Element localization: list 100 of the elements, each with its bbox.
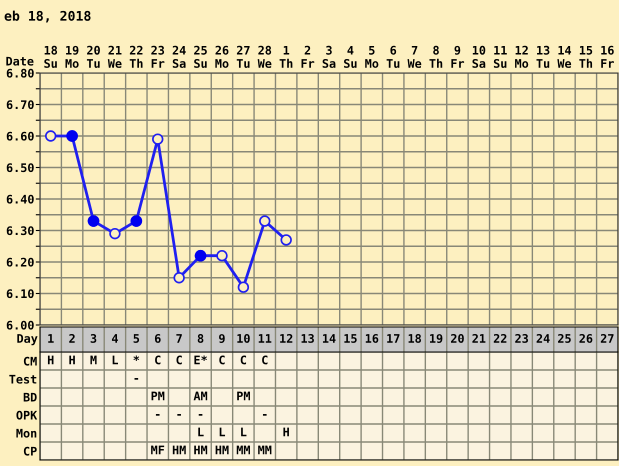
x-tick-label: 9: [219, 334, 225, 343]
text: C: [176, 355, 182, 364]
x-tick-label: 24: [536, 334, 550, 343]
x-tick-label: 20 Tu: [86, 46, 100, 68]
text: PM: [152, 392, 164, 400]
text: H: [283, 428, 289, 436]
x-tick-label: 11: [258, 334, 272, 343]
x-tick-label: 19: [430, 334, 442, 343]
text: L: [198, 428, 204, 436]
text: C: [155, 355, 160, 364]
text: L: [241, 428, 246, 436]
text: -: [198, 414, 202, 416]
x-tick-label: 12 Mo: [515, 46, 528, 68]
x-tick-label: 19 Mo: [66, 46, 79, 68]
x-tick-label: 1: [48, 334, 54, 343]
y-tick-label: BD: [24, 392, 37, 402]
x-tick-label: 1 Th: [280, 46, 292, 68]
x-tick-label: 27 Tu: [236, 46, 250, 68]
text: HM: [194, 446, 208, 454]
x-tick-label: 22: [494, 334, 506, 343]
x-tick-label: 7 We: [408, 46, 422, 68]
text: C: [240, 355, 246, 364]
x-tick-label: 23: [515, 334, 528, 343]
y-tick-label: Test: [9, 374, 36, 384]
chart-title: eb 18, 2018: [4, 10, 91, 22]
y-tick-label: CP: [24, 446, 37, 456]
x-tick-label: 6: [154, 334, 161, 343]
y-tick-label: 6.80: [6, 68, 34, 78]
x-tick-label: 3 Sa: [322, 46, 336, 68]
text: -: [262, 414, 267, 416]
text: H: [48, 356, 54, 364]
x-tick-label: 11 Su: [494, 46, 507, 68]
text: HM: [172, 446, 186, 454]
x-tick-label: 8 Th: [429, 46, 442, 68]
text: PM: [237, 392, 250, 400]
y-tick-label: CM: [24, 356, 37, 366]
text: MF: [151, 446, 164, 454]
x-tick-label: 25 Su: [194, 46, 207, 68]
y-tick-label: 6.50: [6, 163, 34, 172]
x-tick-label: 25: [558, 334, 571, 343]
text: H: [69, 356, 75, 364]
x-tick-label: 13: [302, 334, 314, 343]
y-tick-label: 6.40: [6, 194, 34, 204]
y-tick-label: 6.70: [6, 100, 34, 110]
x-tick-label: 28 We: [258, 46, 272, 68]
text: E*: [194, 355, 207, 364]
x-tick-label: 4 Su: [344, 46, 357, 68]
x-tick-label: 24 Sa: [172, 46, 186, 68]
x-tick-label: 18: [408, 334, 421, 343]
x-tick-label: 14: [322, 334, 336, 343]
text: M: [90, 356, 97, 364]
x-tick-label: 7: [176, 334, 182, 343]
x-tick-label: 16: [366, 334, 378, 343]
text: MM: [236, 446, 250, 454]
x-tick-label: 16 Fr: [601, 46, 614, 68]
text: C: [219, 355, 225, 364]
x-tick-label: 8: [198, 334, 204, 343]
x-tick-label: 22 Th: [130, 46, 143, 68]
y-tick-label: OPK: [16, 410, 38, 420]
x-axis-title: Date: [6, 56, 34, 66]
x-tick-label: 10: [237, 334, 250, 343]
x-tick-label: 12: [280, 334, 292, 343]
x-tick-label: 2 Fr: [302, 46, 314, 68]
text: -: [134, 378, 138, 380]
x-tick-label: 15: [344, 334, 357, 343]
x-tick-label: 10 Sa: [472, 46, 486, 68]
x-tick-label: 14 We: [557, 46, 572, 68]
x-tick-label: 6 Tu: [386, 46, 400, 68]
y-tick-label: Mon: [16, 428, 36, 438]
x-tick-label: 5: [134, 334, 140, 343]
x-tick-label: 13 Tu: [536, 46, 550, 68]
x-tick-label: 26 Mo: [215, 46, 229, 68]
x-tick-label: 9 Fr: [451, 46, 464, 68]
x-tick-label: 21: [472, 334, 486, 343]
x-tick-label: 15 Th: [579, 46, 592, 68]
text: *: [133, 355, 140, 361]
x-tick-label: 21 We: [108, 46, 122, 68]
x-tick-label: 26: [579, 334, 592, 343]
x-tick-label: 3: [90, 334, 96, 343]
text: L: [220, 428, 226, 436]
text: MM: [258, 446, 272, 454]
y-tick-label: 6.60: [6, 132, 34, 141]
text: L: [112, 356, 118, 364]
text: C: [262, 355, 268, 364]
text: AM: [194, 392, 208, 400]
y-tick-label: 6.20: [6, 258, 34, 267]
x-axis-title: Day: [17, 334, 38, 346]
x-tick-label: 5 Mo: [365, 46, 378, 68]
x-tick-label: 2: [69, 334, 75, 343]
x-tick-label: 20: [451, 334, 464, 343]
x-tick-label: 4: [112, 334, 118, 343]
x-tick-label: 23 Fr: [151, 46, 164, 68]
text: -: [177, 414, 181, 416]
text: -: [156, 414, 160, 416]
y-tick-label: 6.10: [6, 289, 34, 298]
y-tick-label: 6.30: [6, 226, 34, 236]
x-tick-label: 18 Su: [44, 46, 58, 68]
x-tick-label: 27: [600, 334, 614, 343]
text: HM: [216, 446, 229, 454]
x-tick-label: 17: [387, 334, 400, 343]
